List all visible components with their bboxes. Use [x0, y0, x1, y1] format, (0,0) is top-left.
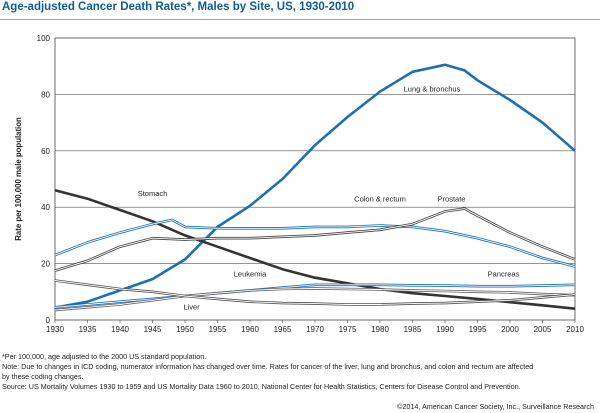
y-tick-label: 60 [41, 147, 50, 156]
y-tick-label: 80 [41, 90, 50, 99]
annotation-label: Colon & rectum [354, 195, 406, 204]
series-line-inner [54, 208, 576, 272]
copyright-credit: ©2014, American Cancer Society, Inc., Su… [397, 402, 594, 411]
annotation-label: Liver [183, 302, 200, 311]
series-line-inner [54, 284, 576, 308]
y-tick-label: 0 [46, 316, 51, 325]
series-liver [54, 279, 576, 306]
x-tick-label: 1995 [469, 325, 487, 334]
x-tick-label: 1935 [79, 325, 97, 334]
x-tick-label: 1955 [209, 325, 227, 334]
series-prostate [54, 207, 576, 272]
footnote-line: Note: Due to changes in ICD coding, nume… [2, 362, 534, 371]
series-line-outer [54, 287, 576, 312]
y-tick-label: 40 [41, 203, 50, 212]
series-annotations: Lung & bronchus Stomach Colon & rectum Pros… [138, 85, 520, 312]
x-tick-label: 1950 [176, 325, 194, 334]
footnote-line: Source: US Mortality Volumes 1930 to 195… [2, 382, 521, 391]
x-tick-label: 1965 [274, 325, 292, 334]
annotation-label: Pancreas [488, 269, 520, 278]
y-tick-label: 100 [37, 34, 51, 43]
series-line-inner [54, 280, 576, 305]
annotation-label: Lung & bronchus [404, 85, 461, 94]
y-axis-label: Rate per 100,000 male population [14, 117, 23, 241]
y-axis-ticks: 0 20 40 60 80 100 [37, 34, 51, 325]
footnote-line: by these coding changes. [2, 372, 84, 381]
x-tick-label: 1985 [404, 325, 422, 334]
series-line [54, 63, 576, 309]
series-leukemia [54, 287, 576, 312]
gridlines [55, 94, 575, 264]
x-tick-label: 2005 [534, 325, 552, 334]
annotation-label: Leukemia [234, 269, 267, 278]
x-tick-label: 1980 [371, 325, 389, 334]
x-tick-label: 1970 [306, 325, 324, 334]
chart-title: Age-adjusted Cancer Death Rates*, Males … [2, 1, 355, 13]
x-tick-label: 1930 [46, 325, 64, 334]
x-tick-label: 2000 [501, 325, 519, 334]
series-line-inner [54, 287, 576, 311]
y-tick-label: 20 [41, 260, 50, 269]
annotation-label: Prostate [438, 195, 466, 204]
x-tick-label: 1990 [436, 325, 454, 334]
x-axis-ticks: 1930 1935 1940 1945 1950 1955 1960 1965 1970 1975… [46, 320, 584, 334]
series-colon-rectum [54, 218, 576, 268]
footnotes: *Per 100,000, age adjusted to the 2000 U… [2, 352, 598, 392]
footnote-line: *Per 100,000, age adjusted to the 2000 U… [2, 352, 207, 361]
x-tick-label: 2010 [566, 325, 584, 334]
x-tick-label: 1945 [144, 325, 162, 334]
line-chart: 0 20 40 60 80 100 1930 1935 1940 1945 1950 1955 196… [14, 34, 584, 334]
x-tick-label: 1940 [111, 325, 129, 334]
x-tick-label: 1975 [339, 325, 357, 334]
series-line-outer [54, 207, 576, 272]
title-divider [0, 19, 600, 20]
series-line-inner [54, 219, 576, 267]
x-tick-label: 1960 [241, 325, 259, 334]
series-pancreas [54, 283, 576, 309]
series-lines [54, 63, 576, 312]
series-lung-bronchus [54, 63, 576, 309]
annotation-label: Stomach [138, 189, 168, 198]
